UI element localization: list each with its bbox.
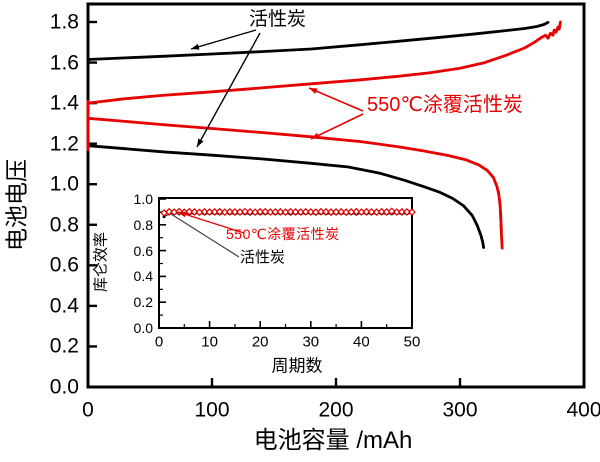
inset-marker-diamond	[225, 207, 234, 216]
main-y-tick-label: 1.2	[49, 132, 79, 156]
inset-marker-diamond	[165, 207, 173, 216]
inset-annotation-coated-carbon: 550℃涂覆活性炭	[226, 226, 340, 242]
main-x-tick-label: 200	[318, 398, 354, 422]
inset-marker-diamond	[367, 208, 376, 216]
inset-marker-diamond	[403, 208, 411, 216]
main-x-tick-label: 100	[194, 398, 230, 422]
inset-marker-diamond	[408, 208, 416, 217]
inset-marker-diamond	[205, 208, 214, 216]
main-y-axis-title: 电池电压	[3, 159, 30, 251]
inset-y-tick-label: 0.8	[133, 216, 153, 233]
inset-marker-diamond	[276, 207, 285, 216]
main-y-tick-label: 1.0	[49, 172, 79, 196]
inset-y-tick-label: 0.6	[133, 242, 153, 259]
inset-y-tick-label: 0.4	[133, 268, 153, 285]
arrow-coated-carbon-discharge	[310, 113, 364, 140]
main-x-axis-title: 电池容量 /mAh	[253, 427, 413, 454]
main-x-tick-label: 0	[82, 398, 94, 422]
inset-x-tick-label: 0	[154, 333, 164, 351]
arrow-coated-carbon-charge	[308, 87, 364, 112]
main-axes-frame	[86, 2, 586, 389]
inset-line-activated-carbon	[170, 213, 240, 258]
inset-marker-diamond	[332, 208, 340, 216]
main-y-tick-label: 0.4	[49, 294, 79, 318]
arrow-activated-carbon-charge	[190, 29, 257, 50]
annotation-activated-carbon: 活性炭	[249, 9, 307, 30]
curve-活性炭充电	[86, 20, 550, 61]
inset-marker-diamond	[271, 208, 280, 216]
inset-x-tick-label: 10	[201, 333, 218, 351]
inset-x-axis-title: 周期数	[271, 356, 323, 376]
inset-x-tick-label: 40	[353, 333, 370, 351]
inset-arrow-coated-carbon-head	[178, 211, 187, 218]
main-y-tick-label: 0.8	[49, 213, 79, 237]
inset-marker-diamond	[398, 207, 406, 216]
main-y-tick-label: 1.6	[49, 51, 79, 75]
inset-marker-diamond	[241, 207, 249, 216]
inset-marker-diamond	[317, 207, 325, 216]
inset-marker-diamond	[352, 207, 361, 216]
inset-marker-diamond	[377, 207, 386, 216]
inset-marker-diamond	[185, 207, 194, 216]
arrow-activated-carbon-charge-head	[191, 43, 200, 50]
main-y-tick-label: 1.4	[49, 91, 79, 115]
arrow-activated-carbon-discharge	[196, 32, 261, 148]
arrow-coated-carbon-charge-head	[309, 88, 318, 94]
inset-marker-diamond	[337, 207, 346, 216]
main-x-tick-label: 400	[566, 398, 600, 422]
inset-marker-diamond	[256, 207, 265, 216]
inset-marker-diamond	[261, 207, 270, 216]
inset-y-tick-label: 0.2	[133, 294, 153, 311]
inset-marker-diamond	[246, 208, 254, 216]
annotation-coated-carbon: 550℃涂覆活性炭	[367, 94, 523, 116]
curve-550℃涂覆活性炭充电	[86, 20, 562, 105]
inset-marker-diamond	[327, 208, 335, 216]
inset-marker-diamond	[301, 207, 310, 216]
inset-marker-diamond	[291, 208, 300, 216]
inset-marker-diamond	[362, 207, 371, 216]
inset-marker-diamond	[306, 208, 315, 216]
main-x-tick-label: 300	[442, 398, 478, 422]
inset-y-axis-title: 库仑效率	[92, 231, 110, 293]
curve-活性炭放电	[86, 144, 486, 249]
inset-marker-diamond	[387, 207, 396, 216]
inset-marker-diamond	[215, 207, 224, 216]
inset-marker-diamond	[190, 208, 199, 216]
inset-marker-diamond	[231, 208, 239, 216]
inset-marker-diamond	[286, 207, 295, 216]
inset-y-tick-label: 1.0	[133, 191, 153, 207]
arrow-activated-carbon-discharge-head	[197, 138, 204, 147]
main-y-tick-label: 0.6	[49, 253, 79, 277]
inset-annotation-activated-carbon: 活性炭	[240, 249, 286, 266]
inset-x-tick-label: 50	[403, 333, 421, 351]
inset-marker-diamond	[266, 208, 275, 216]
curve-550℃涂覆活性炭放电	[86, 116, 504, 250]
inset-x-tick-label: 20	[251, 333, 269, 351]
main-y-tick-label: 1.8	[49, 10, 79, 34]
main-y-tick-label: 0.2	[49, 334, 79, 358]
inset-marker-diamond	[322, 207, 330, 216]
inset-arrow-coated-carbon	[177, 211, 245, 234]
inset-x-tick-label: 30	[302, 333, 320, 351]
main-y-tick-label: 0.0	[49, 375, 79, 399]
inset-marker-dot	[162, 215, 166, 219]
inset-marker-diamond	[200, 207, 209, 216]
inset-y-tick-label: 0.0	[133, 320, 153, 336]
arrow-coated-carbon-discharge-head	[311, 132, 320, 139]
